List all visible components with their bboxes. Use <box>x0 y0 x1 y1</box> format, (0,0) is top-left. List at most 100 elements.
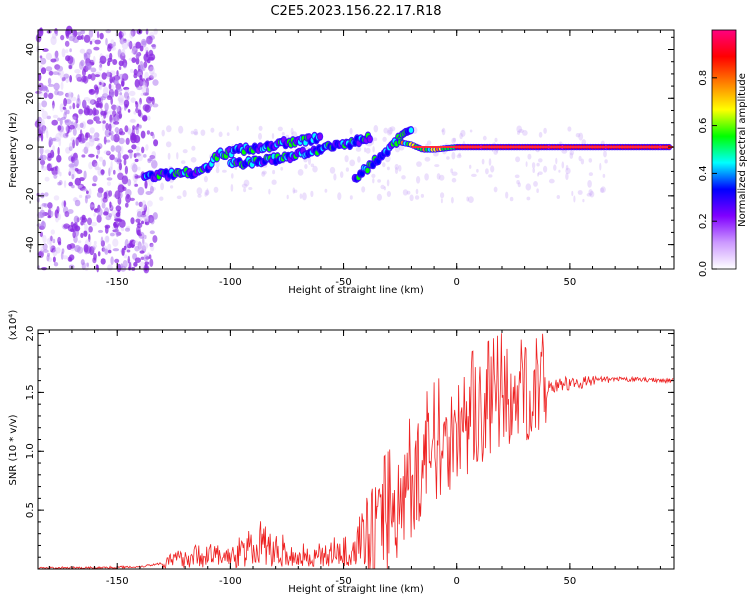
noise-blob <box>65 49 69 54</box>
noise-blob <box>133 68 138 76</box>
noise-blob <box>105 139 111 143</box>
noise-blob <box>131 47 138 56</box>
halo-blob <box>193 128 198 135</box>
noise-blob <box>127 179 132 187</box>
noise-blob <box>45 127 48 133</box>
halo-blob <box>349 195 353 200</box>
noise-blob <box>73 158 79 167</box>
halo-blob <box>582 198 585 203</box>
halo-blob <box>170 185 174 189</box>
snr-x-label: Height of straight line (km) <box>288 584 424 595</box>
noise-blob <box>151 43 157 50</box>
halo-blob <box>382 162 386 168</box>
noise-blob <box>112 59 118 65</box>
halo-blob <box>578 155 582 162</box>
noise-blob <box>93 55 96 64</box>
noise-blob <box>107 243 112 251</box>
spectrogram-x-label: Height of straight line (km) <box>288 285 424 296</box>
noise-blob <box>95 137 100 142</box>
halo-blob <box>537 172 540 177</box>
noise-blob <box>138 201 143 207</box>
noise-blob <box>118 113 123 119</box>
halo-blob <box>357 156 361 163</box>
noise-blob <box>88 153 95 158</box>
y-tick-label: -40 <box>25 236 36 252</box>
noise-blob <box>149 185 154 194</box>
noise-blob <box>145 87 150 95</box>
halo-blob <box>543 165 548 173</box>
noise-blob <box>101 82 106 87</box>
noise-blob <box>137 166 141 171</box>
noise-blob <box>67 209 74 214</box>
halo-blob <box>538 131 543 138</box>
halo-blob <box>420 193 424 198</box>
noise-blob <box>138 244 141 252</box>
noise-blob <box>121 227 125 232</box>
noise-blob <box>51 137 57 142</box>
halo-blob <box>451 137 456 144</box>
noise-blob <box>114 258 120 264</box>
noise-blob <box>88 29 94 38</box>
noise-blob <box>117 151 122 161</box>
halo-blob <box>600 186 606 193</box>
noise-blob <box>48 136 53 146</box>
halo-blob <box>505 191 509 199</box>
noise-blob <box>48 70 54 76</box>
halo-blob <box>409 194 414 202</box>
halo-blob <box>349 127 353 135</box>
halo-blob <box>398 165 402 172</box>
halo-blob <box>337 192 342 201</box>
halo-blob <box>604 159 608 164</box>
halo-blob <box>573 195 576 203</box>
noise-blob <box>68 65 72 69</box>
noise-blob <box>146 206 150 216</box>
halo-blob <box>496 149 499 153</box>
halo-blob <box>176 152 179 160</box>
noise-blob <box>91 159 98 167</box>
halo-blob <box>517 130 520 135</box>
noise-blob <box>125 137 130 145</box>
noise-blob <box>113 79 119 86</box>
noise-blob <box>64 119 69 123</box>
noise-blob <box>118 162 122 171</box>
halo-blob <box>371 173 376 178</box>
halo-blob <box>312 165 318 173</box>
noise-blob <box>61 248 65 255</box>
noise-blob <box>146 96 152 104</box>
noise-blob <box>102 120 106 124</box>
noise-blob <box>87 98 95 105</box>
halo-blob <box>394 167 399 174</box>
noise-blob <box>120 263 124 269</box>
noise-blob <box>140 92 145 97</box>
noise-blob <box>52 249 58 257</box>
halo-blob <box>481 158 485 165</box>
noise-blob <box>132 45 138 55</box>
noise-blob <box>57 236 62 245</box>
x-tick-label: 50 <box>564 277 577 288</box>
noise-blob <box>108 83 112 90</box>
noise-blob <box>121 175 129 185</box>
noise-blob <box>50 229 55 235</box>
noise-blob <box>68 146 73 152</box>
halo-blob <box>424 156 431 162</box>
noise-blob <box>121 78 125 87</box>
halo-blob <box>416 161 422 167</box>
halo-blob <box>565 164 569 171</box>
noise-blob <box>52 174 59 178</box>
x-tick-label: -100 <box>219 277 242 288</box>
noise-blob <box>53 82 60 91</box>
noise-blob <box>102 159 106 167</box>
noise-blob <box>59 103 64 113</box>
halo-blob <box>236 125 239 131</box>
noise-blob <box>83 52 88 57</box>
noise-blob <box>139 97 142 105</box>
noise-blob <box>44 149 51 154</box>
halo-blob <box>387 127 393 135</box>
noise-blob <box>74 168 79 172</box>
noise-blob <box>139 74 143 80</box>
noise-blob <box>76 31 82 36</box>
noise-blob <box>48 235 54 244</box>
noise-blob <box>38 250 44 258</box>
noise-blob <box>141 81 146 86</box>
noise-blob <box>139 45 144 52</box>
